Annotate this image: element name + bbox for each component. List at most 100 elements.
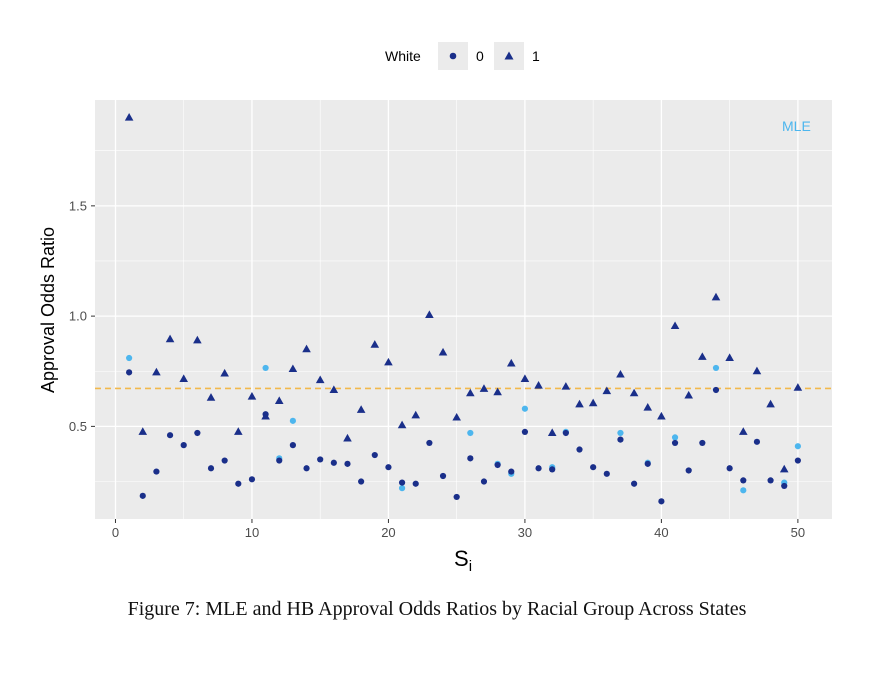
white-0-point (521, 428, 529, 435)
x-axis-title-subscript: i (469, 558, 472, 575)
white-0-point (644, 460, 651, 467)
white-0-point (412, 480, 419, 487)
white-1-point (547, 428, 557, 436)
white-1-point (425, 310, 434, 319)
white-0-point (180, 442, 187, 449)
white-1-point (288, 364, 298, 373)
legend-label-1: 1 (532, 48, 540, 64)
white-1-point (588, 398, 598, 407)
white-0-point (126, 369, 133, 376)
white-1-point (643, 403, 653, 411)
white-0-point (371, 451, 378, 459)
white-1-point (520, 374, 530, 382)
mle-point (467, 429, 474, 437)
white-0-point (467, 455, 474, 462)
white-0-point (590, 464, 597, 471)
white-1-point (138, 427, 148, 435)
white-1-point (493, 387, 502, 396)
legend-key-triangle-icon (504, 51, 514, 60)
white-0-point (671, 439, 679, 447)
plot-panel (95, 100, 832, 519)
white-0-point (248, 476, 256, 483)
white-0-point (207, 465, 215, 472)
white-1-point (452, 412, 461, 421)
white-0-point (494, 461, 501, 469)
y-axis-ticks: 0.5 1.0 1.5 (69, 198, 95, 434)
white-1-point (247, 392, 257, 400)
white-0-point (303, 465, 310, 472)
mle-point (617, 429, 624, 437)
white-0-point (794, 457, 801, 464)
white-1-point (124, 113, 134, 121)
white-0-point (658, 498, 665, 505)
white-0-point (139, 492, 146, 499)
scatter-chart: White 0 1 0 10 20 30 40 50 0.51.01.5 MLE Appr… (38, 42, 832, 575)
legend-title: White (385, 48, 421, 64)
white-1-point (438, 347, 448, 356)
white-1-point (397, 420, 407, 429)
white-1-point (752, 366, 762, 375)
white-0-point (535, 465, 542, 472)
mle-point (671, 434, 679, 441)
mle-point (740, 487, 747, 494)
white-1-point (506, 358, 516, 367)
white-0-point (235, 480, 242, 487)
mle-annotation: MLE (782, 118, 811, 134)
white-0-point (426, 439, 433, 447)
white-1-point (684, 390, 693, 399)
mle-point (794, 443, 801, 450)
white-0-point (753, 438, 761, 445)
figure-caption: Figure 7: MLE and HB Approval Odds Ratio… (127, 598, 747, 620)
white-1-point (779, 464, 789, 473)
white-1-point (411, 410, 421, 419)
white-1-point (657, 411, 666, 420)
white-1-point (616, 369, 625, 378)
white-0-point (439, 472, 447, 480)
y-tick-label: 0.5 (69, 419, 87, 434)
white-0-point (617, 436, 624, 443)
white-0-point (317, 456, 324, 463)
white-1-point (602, 386, 612, 395)
white-0-point (276, 457, 283, 464)
mle-point (521, 405, 529, 412)
white-1-point (315, 375, 325, 384)
white-1-point (466, 388, 475, 397)
white-0-point (508, 468, 515, 475)
legend-key-circle-icon (449, 52, 457, 60)
mle-point (126, 354, 133, 362)
white-1-point (343, 433, 352, 442)
white-1-point (165, 334, 175, 343)
x-tick-label: 20 (381, 525, 395, 540)
white-1-point (152, 367, 161, 376)
white-0-point (781, 482, 788, 490)
white-1-point (670, 321, 680, 330)
x-tick-label: 10 (245, 525, 259, 540)
white-0-point (699, 439, 706, 447)
mle-point (398, 485, 406, 492)
white-0-point (631, 480, 638, 487)
y-tick-label: 1.5 (69, 198, 87, 213)
white-1-point (370, 340, 380, 348)
white-1-point (356, 405, 366, 413)
white-0-point (562, 429, 569, 437)
mle-point (712, 364, 720, 372)
white-1-point (561, 382, 571, 390)
white-0-point (576, 446, 583, 453)
white-1-point (629, 388, 639, 397)
white-0-point (603, 470, 610, 477)
white-0-point (685, 467, 692, 474)
mle-point (262, 364, 269, 372)
x-tick-label: 30 (518, 525, 532, 540)
white-0-point (767, 477, 774, 484)
y-axis-title: Approval Odds Ratio (38, 227, 58, 393)
legend-label-0: 0 (476, 48, 484, 64)
white-0-point (480, 478, 488, 485)
x-axis-ticks: 0 10 20 30 40 50 (112, 519, 805, 540)
white-1-point (479, 384, 489, 392)
white-0-point (358, 478, 365, 485)
white-0-point (344, 460, 351, 467)
data-points (124, 113, 803, 505)
white-1-point (384, 357, 393, 366)
white-1-point (575, 399, 584, 408)
white-1-point (179, 374, 189, 382)
